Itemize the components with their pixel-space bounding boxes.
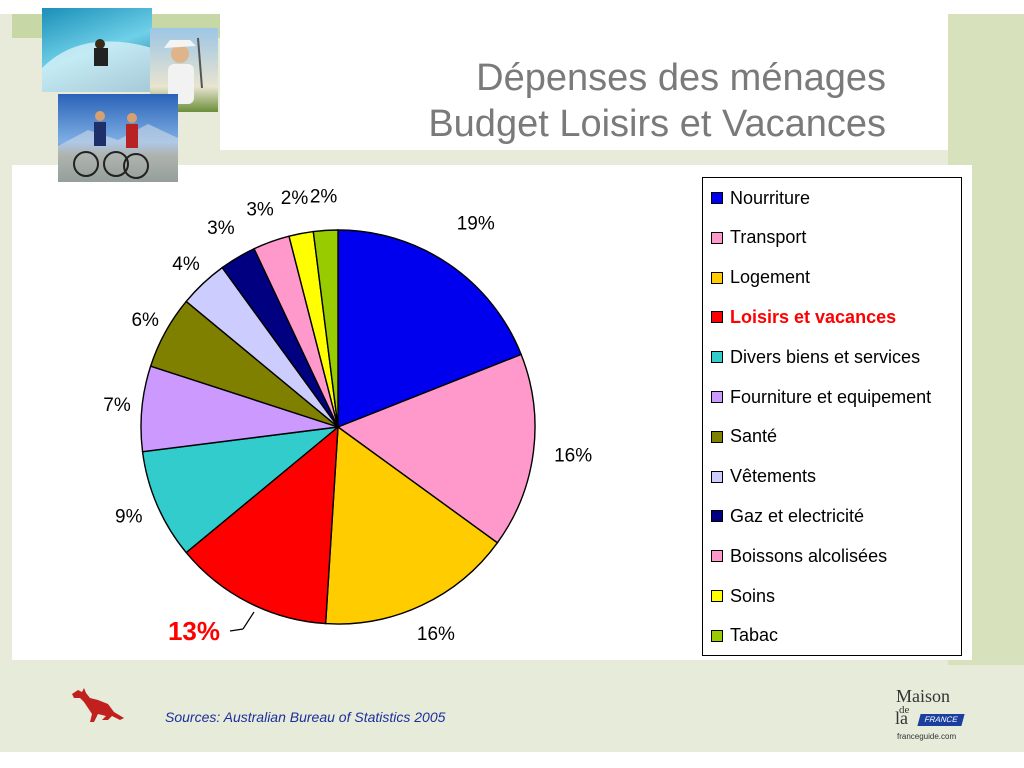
sources-note: Sources: Australian Bureau of Statistics… (165, 709, 446, 725)
legend-label: Boissons alcolisées (730, 545, 888, 566)
legend-swatch (711, 470, 723, 483)
legend-swatch (711, 311, 723, 324)
legend-label: Vêtements (730, 466, 817, 487)
cyclists-photo (58, 94, 178, 182)
page-subtitle: Budget Loisirs et Vacances (428, 103, 886, 145)
legend-swatch (711, 391, 723, 403)
slide-top-band (0, 0, 1024, 14)
maison-de-la-france-logo: Maison de la FRANCE franceguide.com (893, 686, 973, 746)
kangaroo-icon (72, 688, 124, 722)
legend-label: Santé (730, 426, 778, 447)
legend-item: Tabac (711, 625, 779, 646)
chart-legend: Nourriture Transport Logement Loisirs et va… (702, 177, 962, 656)
legend-item: Gaz et electricité (711, 506, 864, 526)
legend-swatch (711, 271, 723, 284)
legend-item: Transport (711, 227, 807, 248)
legend-item: Fourniture et equipement (711, 387, 931, 407)
legend-label: Gaz et electricité (730, 505, 865, 526)
legend-swatch (711, 629, 723, 642)
slide-bottom-band (0, 752, 1024, 768)
legend-item: Divers biens et services (711, 347, 920, 367)
legend-swatch (711, 550, 723, 563)
legend-label: Logement (730, 267, 811, 288)
legend-item: Logement (711, 267, 811, 288)
legend-item: Boissons alcolisées (711, 546, 887, 566)
legend-label: Loisirs et vacances (730, 306, 897, 327)
legend-label: Fourniture et equipement (730, 386, 932, 407)
legend-label: Soins (730, 585, 776, 606)
legend-item: Loisirs et vacances (711, 307, 896, 327)
legend-label: Nourriture (730, 187, 811, 208)
footer-panel (0, 665, 1024, 753)
legend-label: Transport (730, 227, 807, 248)
legend-label: Divers biens et services (730, 346, 921, 367)
legend-swatch (711, 192, 723, 204)
legend-swatch (711, 231, 723, 244)
legend-item: Nourriture (711, 188, 810, 208)
legend-swatch (711, 351, 723, 364)
title-panel: Dépenses des ménages Budget Loisirs et V… (220, 14, 948, 150)
surfer-photo (42, 8, 152, 92)
legend-swatch (711, 590, 723, 602)
page-title: Dépenses des ménages (476, 57, 886, 99)
legend-item: Vêtements (711, 466, 817, 487)
legend-item: Santé (711, 426, 778, 447)
legend-label: Tabac (730, 625, 779, 646)
legend-item: Soins (711, 586, 775, 606)
legend-swatch (711, 430, 723, 443)
legend-swatch (711, 510, 723, 523)
